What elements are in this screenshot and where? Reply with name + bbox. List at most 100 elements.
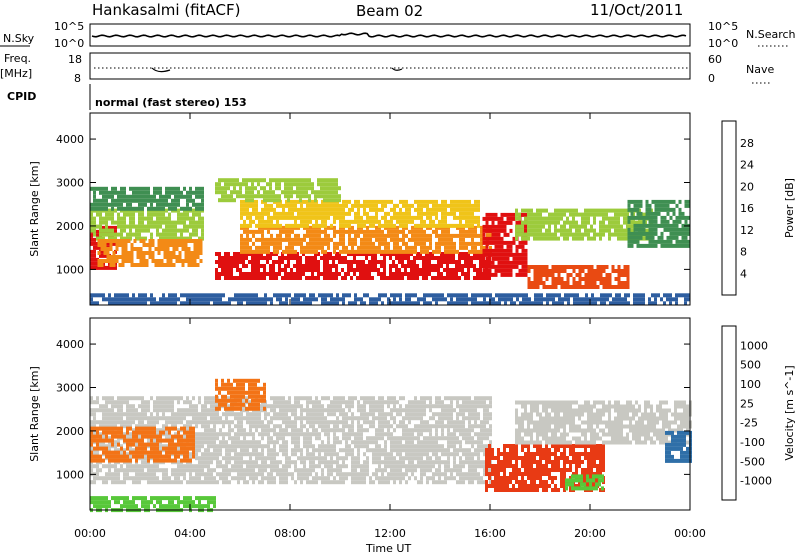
data-cell: [420, 208, 423, 212]
data-cell: [450, 238, 453, 242]
data-cell: [401, 260, 404, 264]
data-cell: [554, 233, 557, 237]
data-cell: [239, 260, 242, 264]
data-cell: [414, 250, 417, 254]
data-cell: [269, 190, 272, 194]
data-cell: [636, 293, 639, 297]
data-cell: [521, 233, 524, 237]
data-cell: [510, 253, 513, 257]
data-cell: [219, 420, 222, 424]
data-cell: [294, 220, 297, 224]
data-cell: [419, 268, 422, 272]
data-cell: [652, 244, 655, 248]
data-cell: [312, 208, 315, 212]
cpid-label: CPID: [7, 90, 36, 103]
data-cell: [368, 260, 371, 264]
data-cell: [587, 237, 590, 241]
data-cell: [603, 293, 606, 297]
data-cell: [276, 400, 279, 404]
data-cell: [643, 244, 646, 248]
data-cell: [603, 269, 606, 273]
data-cell: [210, 468, 213, 472]
data-cell: [670, 216, 673, 220]
data-cell: [122, 259, 125, 263]
data-cell: [378, 242, 381, 246]
data-cell: [222, 420, 225, 424]
data-cell: [333, 400, 336, 404]
data-cell: [219, 472, 222, 476]
data-cell: [180, 412, 183, 416]
data-cell: [474, 220, 477, 224]
data-cell: [231, 297, 234, 301]
data-cell: [246, 420, 249, 424]
data-cell: [483, 253, 486, 257]
data-cell: [177, 187, 180, 191]
data-cell: [179, 255, 182, 259]
data-cell: [114, 187, 117, 191]
data-cell: [234, 297, 237, 301]
data-cell: [548, 233, 551, 237]
data-cell: [453, 293, 456, 297]
data-cell: [123, 293, 126, 297]
data-cell: [504, 233, 507, 237]
data-cell: [501, 253, 504, 257]
data-cell: [335, 194, 338, 198]
data-cell: [398, 256, 401, 260]
data-cell: [252, 432, 255, 436]
data-cell: [255, 472, 258, 476]
data-cell: [608, 233, 611, 237]
data-cell: [138, 416, 141, 420]
data-cell: [572, 213, 575, 217]
data-cell: [131, 259, 134, 263]
data-cell: [381, 242, 384, 246]
data-cell: [363, 234, 366, 238]
data-cell: [312, 476, 315, 480]
data-cell: [416, 256, 419, 260]
data-cell: [171, 199, 174, 203]
data-cell: [390, 293, 393, 297]
data-cell: [195, 195, 198, 199]
data-cell: [611, 221, 614, 225]
data-cell: [162, 408, 165, 412]
data-cell: [599, 233, 602, 237]
data-cell: [141, 191, 144, 195]
data-cell: [311, 256, 314, 260]
data-cell: [210, 293, 213, 297]
data-cell: [201, 233, 204, 237]
data-cell: [393, 234, 396, 238]
data-cell: [416, 272, 419, 276]
data-cell: [261, 448, 264, 452]
data-cell: [682, 236, 685, 240]
data-cell: [476, 276, 479, 280]
data-cell: [171, 221, 174, 225]
data-cell: [599, 229, 602, 233]
data-cell: [486, 217, 489, 221]
data-cell: [282, 216, 285, 220]
data-cell: [431, 268, 434, 272]
data-cell: [285, 404, 288, 408]
data-cell: [147, 199, 150, 203]
data-cell: [557, 217, 560, 221]
data-cell: [431, 256, 434, 260]
data-cell: [452, 268, 455, 272]
data-cell: [360, 224, 363, 228]
data-cell: [288, 408, 291, 412]
data-cell: [498, 253, 501, 257]
data-cell: [572, 217, 575, 221]
data-cell: [242, 276, 245, 280]
data-cell: [192, 297, 195, 301]
data-cell: [309, 440, 312, 444]
data-cell: [423, 250, 426, 254]
data-cell: [282, 444, 285, 448]
data-cell: [324, 238, 327, 242]
data-cell: [111, 416, 114, 420]
data-cell: [498, 245, 501, 249]
data-cell: [631, 244, 634, 248]
data-cell: [318, 444, 321, 448]
data-cell: [150, 416, 153, 420]
data-cell: [279, 242, 282, 246]
data-cell: [135, 229, 138, 233]
data-cell: [288, 208, 291, 212]
data-cell: [420, 297, 423, 301]
data-cell: [447, 242, 450, 246]
